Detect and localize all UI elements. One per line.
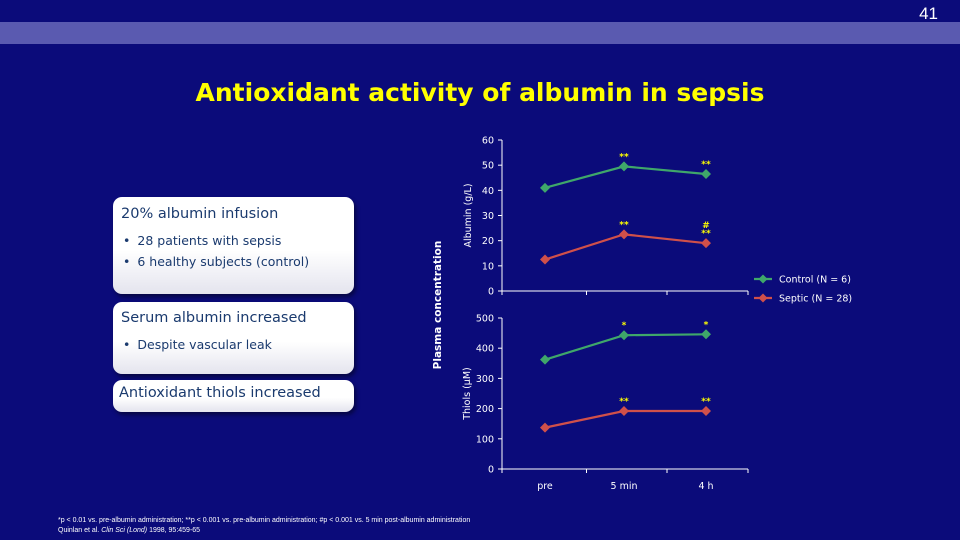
bullet-item: 6 healthy subjects (control) xyxy=(121,251,346,272)
bullet-item: 28 patients with sepsis xyxy=(121,230,346,251)
slide-title: Antioxidant activity of albumin in sepsi… xyxy=(195,78,765,107)
bullet-list: 28 patients with sepsis 6 healthy subjec… xyxy=(121,230,346,272)
box-heading: Antioxidant thiols increased xyxy=(119,385,321,401)
info-box-infusion: 20% albumin infusion 28 patients with se… xyxy=(113,197,354,294)
y-tick-label: 30 xyxy=(482,211,494,222)
legend-swatch-marker xyxy=(758,293,768,303)
y-tick-label: 50 xyxy=(482,161,494,172)
shared-y-axis-label: Plasma concentration xyxy=(432,241,444,370)
box-heading: 20% albumin infusion xyxy=(121,206,279,222)
significance-marker: ** xyxy=(701,229,711,239)
y-tick-label: 300 xyxy=(476,374,494,385)
header-band xyxy=(0,22,960,44)
significance-marker: * xyxy=(704,320,709,330)
significance-marker: # xyxy=(702,221,710,231)
y-tick-label: 200 xyxy=(476,404,494,415)
septic-data-point xyxy=(540,254,550,265)
bullet-list: Despite vascular leak xyxy=(121,334,346,355)
footnote-significance: *p < 0.01 vs. pre-albumin administration… xyxy=(58,517,471,524)
control-data-point xyxy=(701,329,711,340)
reference-details: 1998, 95:459-65 xyxy=(149,527,201,534)
significance-marker: * xyxy=(622,321,627,331)
legend-control: Control (N = 6) xyxy=(779,275,851,286)
septic-data-point xyxy=(619,229,629,240)
control-data-point xyxy=(540,182,550,193)
control-data-point xyxy=(540,354,550,365)
info-box-serum-albumin: Serum albumin increased Despite vascular… xyxy=(113,302,354,374)
footnote-reference: Quinlan et al. Clin Sci (Lond) 1998, 95:… xyxy=(58,526,470,536)
y-tick-label: 500 xyxy=(476,314,494,325)
info-box-thiols: Antioxidant thiols increased xyxy=(113,380,354,412)
bullet-item: Despite vascular leak xyxy=(121,334,346,355)
septic-data-point xyxy=(701,238,711,249)
septic-data-point xyxy=(540,422,550,433)
x-tick-label: 5 min xyxy=(611,481,638,492)
thiols-axis-label: Thiols (µM) xyxy=(462,367,473,421)
y-tick-label: 20 xyxy=(482,236,494,247)
y-tick-label: 0 xyxy=(488,287,494,298)
legend-septic: Septic (N = 28) xyxy=(779,294,852,305)
y-tick-label: 40 xyxy=(482,186,494,197)
legend-swatch-marker xyxy=(758,274,768,284)
significance-marker: ** xyxy=(619,220,629,230)
significance-marker: ** xyxy=(701,397,711,407)
control-data-point xyxy=(619,330,629,341)
reference-authors: Quinlan et al. xyxy=(58,527,100,534)
x-tick-label: pre xyxy=(537,481,553,492)
septic-data-point xyxy=(619,406,629,417)
box-heading: Serum albumin increased xyxy=(121,310,307,326)
footnote: *p < 0.01 vs. pre-albumin administration… xyxy=(58,516,470,536)
significance-marker: ** xyxy=(619,397,629,407)
y-tick-label: 60 xyxy=(482,136,494,147)
page-number: 41 xyxy=(919,4,938,23)
albumin-axis-label: Albumin (g/L) xyxy=(463,183,474,247)
y-tick-label: 400 xyxy=(476,344,494,355)
control-data-point xyxy=(701,168,711,179)
significance-marker: ** xyxy=(701,160,711,170)
septic-data-point xyxy=(701,406,711,417)
x-tick-label: 4 h xyxy=(698,481,713,492)
y-tick-label: 10 xyxy=(482,261,494,272)
control-data-point xyxy=(619,161,629,172)
septic-series-line xyxy=(544,233,707,261)
y-tick-label: 0 xyxy=(488,465,494,476)
reference-journal: Clin Sci (Lond) xyxy=(101,527,148,534)
y-tick-label: 100 xyxy=(476,434,494,445)
significance-marker: ** xyxy=(619,152,629,162)
